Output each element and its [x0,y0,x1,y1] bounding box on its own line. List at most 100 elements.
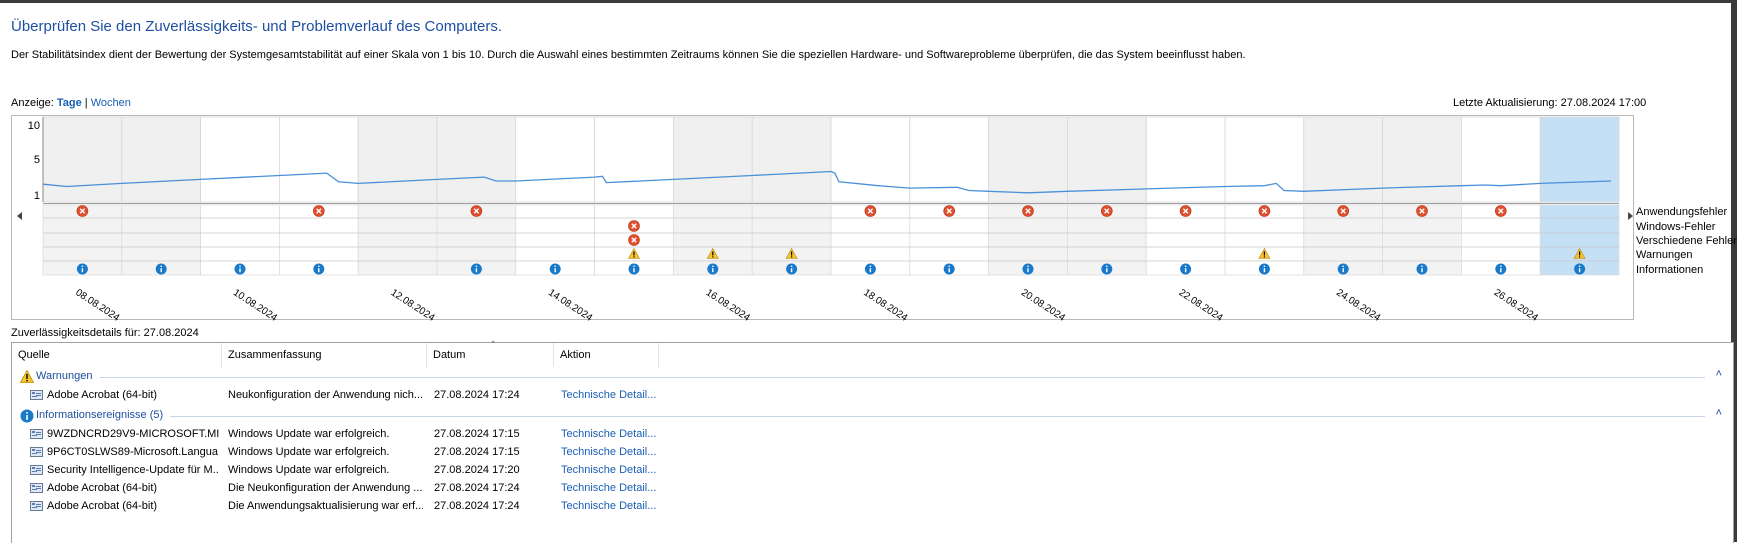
day-column[interactable] [436,116,517,203]
day-column[interactable] [830,116,911,203]
stability-index-line [42,170,1612,194]
day-column[interactable] [594,116,674,203]
view-weeks-link[interactable]: Wochen [90,97,131,109]
technical-details-link[interactable]: Technische Detail... [561,389,657,401]
table-row[interactable]: 9P6CT0SLWS89-Microsoft.Langua... Windows… [12,443,1733,461]
info-icon-dot [790,265,793,267]
table-row[interactable]: Adobe Acrobat (64-bit) Neukonfiguration … [12,386,1733,404]
day-column[interactable] [909,116,989,203]
error-icon-mark [79,208,86,214]
scroll-left-icon[interactable] [17,212,22,220]
technical-details-link[interactable]: Technische Detail... [561,464,657,476]
info-icon-dot [1578,265,1581,267]
info-icon-dot [712,265,714,267]
cell-summary: Windows Update war erfolgreich. [228,464,390,476]
group-divider [170,416,1705,417]
day-column[interactable] [1382,116,1462,203]
day-events-column[interactable] [673,204,753,276]
day-column[interactable] [1303,116,1384,203]
warning-icon-mark [633,251,635,256]
info-icon [20,409,34,423]
info-icon-dot [475,265,478,267]
view-days-link[interactable]: Tage [56,97,82,109]
day-events-column[interactable] [751,204,832,276]
error-icon-mark [1498,208,1504,214]
day-events-column[interactable] [121,204,202,276]
day-column[interactable] [1224,116,1305,203]
info-icon-dot [318,265,320,267]
cell-date: 27.08.2024 17:24 [434,482,520,494]
group-header-information[interactable]: Informationsereignisse (5) ˄ [12,407,1733,425]
day-column[interactable] [1145,116,1226,203]
day-column[interactable] [357,116,438,203]
column-header-date[interactable]: Datum [427,343,554,367]
cell-date: 27.08.2024 17:24 [434,389,520,401]
warning-icon-dot [712,256,714,258]
error-icon-mark [316,208,322,214]
cell-source: 9WZDNCRD29V9-MICROSOFT.MI... [47,428,219,440]
cell-source: Security Intelligence-Update für M... [47,464,219,476]
info-icon-mark [1106,268,1108,273]
application-icon [30,501,43,511]
column-header-source[interactable]: Quelle [12,343,222,367]
day-column[interactable] [673,116,753,203]
info-icon-dot [1342,265,1344,267]
day-column[interactable] [200,116,280,203]
info-icon-mark [869,268,872,273]
technical-details-link[interactable]: Technische Detail... [561,482,657,494]
day-column[interactable] [1461,116,1541,203]
application-icon [30,429,43,439]
day-column[interactable] [278,116,359,203]
view-selector: Anzeige: Tage | Wochen [11,97,131,109]
info-icon-mark [475,268,478,273]
cell-summary: Windows Update war erfolgreich. [228,428,390,440]
cell-date: 27.08.2024 17:15 [434,446,520,458]
collapse-icon[interactable]: ˄ [1715,407,1722,419]
info-icon-mark [160,268,162,273]
info-icon-dot [869,265,872,267]
reliability-chart[interactable]: 10 5 1 Anwendungsfehler Windows-Fehler Versch… [0,0,1737,330]
warning-icon-mark [791,251,793,256]
scroll-right-icon[interactable] [1628,212,1633,220]
day-events-column[interactable] [357,204,438,276]
technical-details-link[interactable]: Technische Detail... [561,446,657,458]
table-row[interactable]: Security Intelligence-Update für M... Wi… [12,461,1733,479]
collapse-icon[interactable]: ˄ [1715,368,1722,380]
info-icon-mark [1421,268,1423,273]
column-header-action[interactable]: Aktion [554,343,659,367]
error-icon-mark [631,237,637,243]
day-column[interactable] [751,116,832,203]
table-row[interactable]: Adobe Acrobat (64-bit) Die Anwendungsakt… [12,497,1733,515]
event-row-label: Verschiedene Fehler [1636,235,1737,247]
selected-day-events[interactable] [1539,204,1620,276]
table-row[interactable]: Adobe Acrobat (64-bit) Die Neukonfigurat… [12,479,1733,497]
day-column[interactable] [1067,116,1147,203]
table-row[interactable]: 9WZDNCRD29V9-MICROSOFT.MI... Windows Upd… [12,425,1733,443]
technical-details-link[interactable]: Technische Detail... [561,500,657,512]
cell-source: Adobe Acrobat (64-bit) [47,389,158,401]
y-tick-label: 10 [28,120,40,132]
info-icon-mark [1027,268,1029,273]
selected-day-column[interactable] [1539,116,1620,203]
day-events-column[interactable] [200,204,280,276]
column-header-summary[interactable]: Zusammenfassung [222,343,427,367]
group-label: Warnungen [36,370,93,382]
info-icon-mark [318,268,320,273]
info-icon-dot [554,265,556,267]
day-column[interactable] [988,116,1068,203]
window-top-border [0,0,1737,3]
group-header-warnings[interactable]: Warnungen ˄ [12,368,1733,386]
sort-ascending-icon: ⌃ [489,340,498,351]
page-description: Der Stabilitätsindex dient der Bewertung… [11,49,1246,61]
day-column[interactable] [121,116,202,203]
cell-summary: Neukonfiguration der Anwendung nich... [228,389,423,401]
info-icon-dot [1106,265,1108,267]
error-icon-mark [1419,208,1425,214]
day-column[interactable] [42,116,123,203]
day-events-column[interactable] [515,204,595,276]
info-icon-dot [1027,265,1029,267]
day-column[interactable] [515,116,595,203]
technical-details-link[interactable]: Technische Detail... [561,428,657,440]
info-icon-dot [948,265,950,267]
info-icon-mark [712,268,714,273]
